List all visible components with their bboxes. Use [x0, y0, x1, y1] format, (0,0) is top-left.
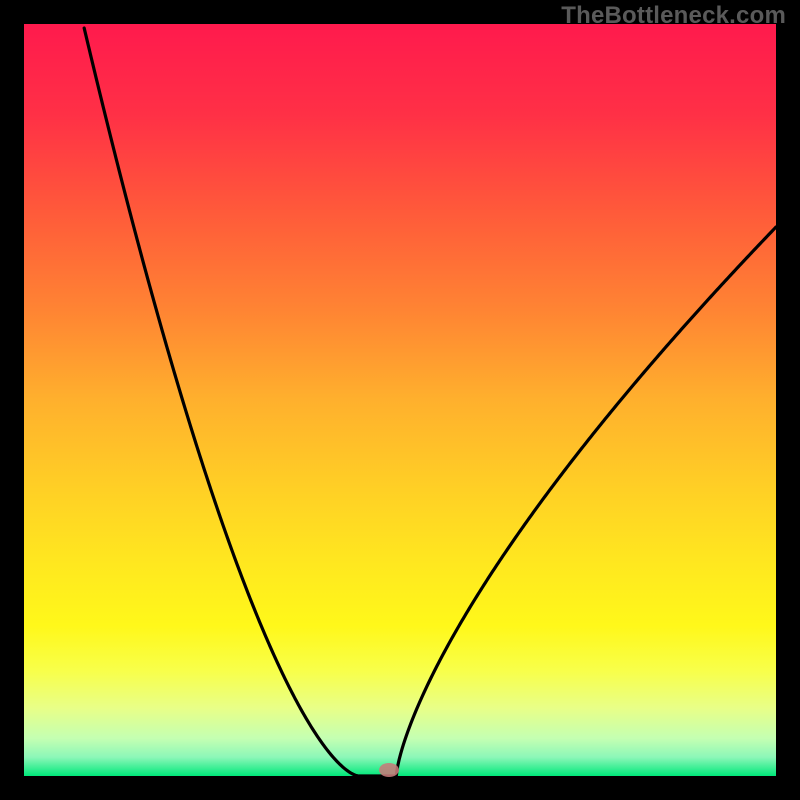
chart-gradient-background	[24, 24, 776, 776]
chart-container: TheBottleneck.com	[0, 0, 800, 800]
